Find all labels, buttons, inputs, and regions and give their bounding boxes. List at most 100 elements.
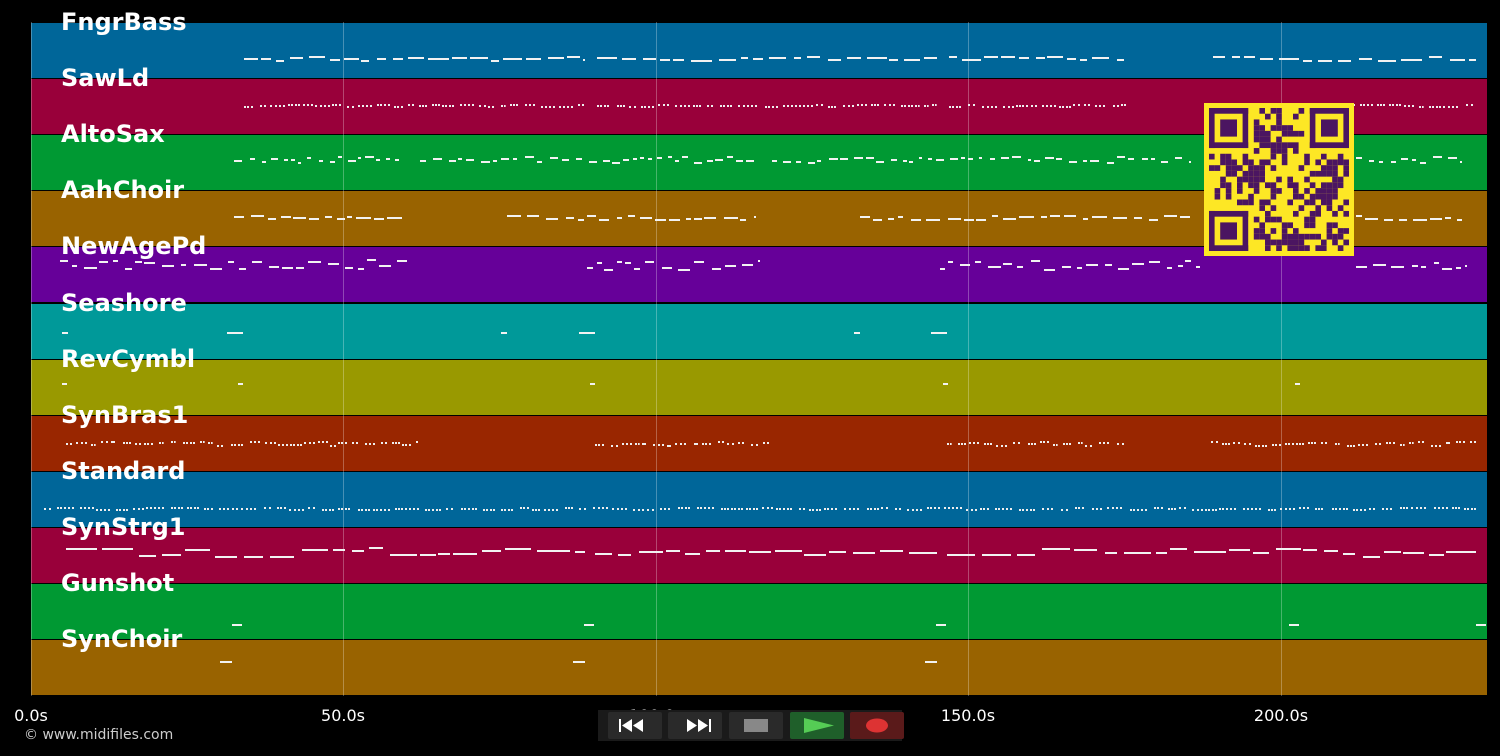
note-mark bbox=[944, 507, 962, 509]
note-mark bbox=[565, 507, 573, 509]
note-mark bbox=[1384, 551, 1401, 553]
note-mark bbox=[1219, 508, 1236, 510]
note-mark bbox=[278, 444, 288, 446]
record-icon bbox=[850, 718, 904, 743]
note-mark bbox=[943, 383, 948, 385]
stop-button[interactable] bbox=[729, 712, 783, 739]
note-mark bbox=[1429, 106, 1441, 108]
note-mark bbox=[909, 552, 937, 554]
note-mark bbox=[1466, 104, 1473, 106]
track-lane[interactable] bbox=[31, 472, 1487, 527]
note-mark bbox=[1019, 216, 1034, 218]
note-mark bbox=[244, 106, 253, 108]
note-mark bbox=[1401, 59, 1422, 61]
note-mark bbox=[990, 158, 995, 160]
note-mark bbox=[982, 106, 997, 108]
note-mark bbox=[1090, 160, 1099, 162]
note-mark bbox=[113, 260, 118, 262]
track-lane[interactable] bbox=[31, 360, 1487, 415]
note-mark bbox=[479, 105, 486, 107]
note-mark bbox=[304, 442, 315, 444]
note-mark bbox=[867, 508, 879, 510]
track-lane[interactable] bbox=[31, 416, 1487, 471]
note-mark bbox=[633, 509, 644, 511]
play-button[interactable] bbox=[790, 712, 844, 739]
note-mark bbox=[1003, 263, 1012, 265]
note-mark bbox=[381, 442, 387, 444]
rewind-icon bbox=[608, 719, 662, 743]
note-mark bbox=[1403, 552, 1424, 554]
track-label: AltoSax bbox=[61, 120, 165, 148]
note-mark bbox=[491, 60, 499, 62]
note-mark bbox=[520, 507, 529, 509]
note-mark bbox=[1470, 441, 1476, 443]
note-mark bbox=[1107, 507, 1122, 509]
note-mark bbox=[1053, 444, 1058, 446]
note-mark bbox=[915, 105, 920, 107]
rewind-button[interactable] bbox=[608, 712, 662, 739]
note-mark bbox=[712, 268, 721, 270]
note-mark bbox=[1391, 161, 1396, 163]
track-lane[interactable] bbox=[31, 640, 1487, 695]
note-mark bbox=[1168, 508, 1176, 510]
note-mark bbox=[293, 217, 306, 219]
track-lane[interactable] bbox=[31, 247, 1487, 302]
note-mark bbox=[1075, 507, 1084, 509]
note-mark bbox=[358, 509, 370, 511]
note-mark bbox=[725, 265, 736, 267]
note-mark bbox=[187, 507, 199, 509]
note-mark bbox=[204, 508, 213, 510]
note-mark bbox=[949, 56, 957, 58]
note-mark bbox=[261, 58, 271, 60]
note-mark bbox=[1433, 156, 1442, 158]
time-gridline bbox=[656, 22, 657, 696]
note-mark bbox=[1013, 442, 1020, 444]
note-mark bbox=[1042, 508, 1053, 510]
note-mark bbox=[853, 552, 875, 554]
track-lane[interactable] bbox=[31, 584, 1487, 639]
track-lane[interactable] bbox=[31, 304, 1487, 359]
note-mark bbox=[308, 507, 315, 509]
note-mark bbox=[244, 58, 258, 60]
note-mark bbox=[1443, 106, 1458, 108]
track-lane[interactable] bbox=[31, 23, 1487, 78]
note-mark bbox=[881, 507, 888, 509]
note-mark bbox=[604, 269, 613, 271]
note-mark bbox=[1040, 441, 1049, 443]
note-mark bbox=[593, 507, 608, 509]
note-mark bbox=[950, 158, 958, 160]
note-mark bbox=[290, 57, 303, 59]
note-mark bbox=[867, 57, 887, 59]
note-mark bbox=[252, 261, 262, 263]
note-mark bbox=[1074, 549, 1097, 551]
note-mark bbox=[537, 161, 542, 163]
note-mark bbox=[583, 59, 585, 61]
note-mark bbox=[44, 508, 51, 510]
record-button[interactable] bbox=[850, 712, 904, 739]
fast-forward-button[interactable] bbox=[668, 712, 722, 739]
note-mark bbox=[682, 156, 688, 158]
note-mark bbox=[525, 104, 535, 106]
note-mark bbox=[408, 57, 424, 59]
note-mark bbox=[1042, 105, 1056, 107]
note-mark bbox=[361, 60, 369, 62]
note-mark bbox=[432, 104, 440, 106]
note-mark bbox=[754, 216, 756, 218]
note-mark bbox=[505, 548, 531, 550]
note-mark bbox=[873, 219, 882, 221]
note-mark bbox=[749, 551, 771, 553]
track-lane[interactable] bbox=[31, 528, 1487, 583]
note-mark bbox=[1456, 267, 1461, 269]
time-gridline bbox=[31, 22, 32, 696]
note-mark bbox=[60, 260, 68, 262]
note-mark bbox=[1384, 219, 1393, 221]
note-mark bbox=[1324, 550, 1338, 552]
note-mark bbox=[640, 157, 644, 159]
note-mark bbox=[276, 60, 284, 62]
note-mark bbox=[232, 624, 242, 626]
note-mark bbox=[526, 58, 541, 60]
note-mark bbox=[1464, 508, 1476, 510]
note-mark bbox=[200, 441, 205, 443]
note-mark bbox=[1404, 105, 1414, 107]
